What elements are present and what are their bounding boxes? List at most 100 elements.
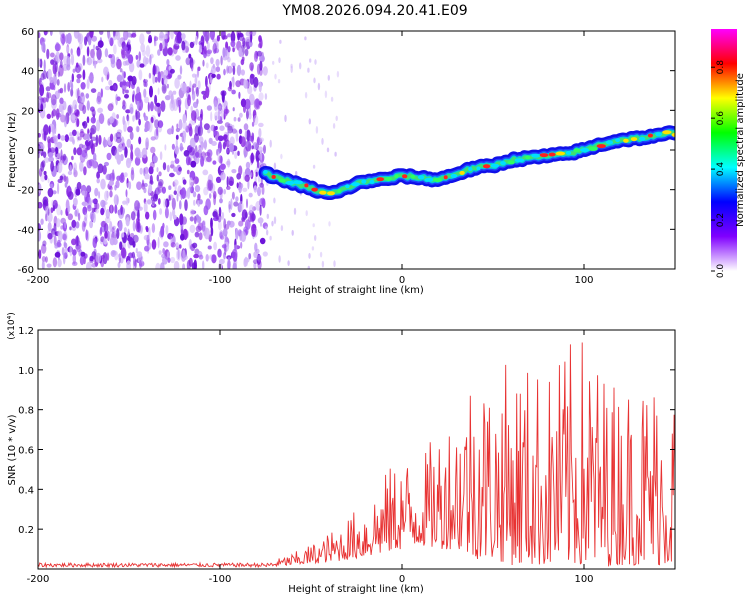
noise-blob [175,97,182,108]
noise-blob [55,146,59,155]
noise-blob [155,262,161,269]
noise-blob [112,31,116,38]
spectrogram-sparse-blobs [264,36,340,269]
noise-blob [173,166,178,172]
noise-blob [44,174,48,181]
noise-blob [91,199,98,204]
noise-blob [73,197,78,207]
noise-blob [217,186,223,195]
noise-blob [49,183,54,189]
noise-blob [255,171,258,177]
noise-blob [165,31,169,40]
noise-blob [92,237,97,249]
snr-y-tick-label: 1.2 [18,326,34,337]
noise-blob [231,124,235,129]
noise-blob [126,114,130,122]
noise-blob [71,114,76,121]
noise-blob [122,200,127,205]
noise-blob [91,251,97,260]
noise-blob [162,39,166,50]
noise-blob [119,68,123,73]
noise-blob [62,252,66,265]
spectrogram-y-tick-label: 20 [21,106,34,117]
noise-blob [63,83,67,93]
noise-blob [46,113,51,120]
faint-blob [315,125,319,134]
noise-blob [80,251,86,257]
noise-blob [161,83,167,94]
snr-y-tick-label: 0.8 [18,406,34,417]
noise-blob [202,169,209,176]
faint-blob [314,59,317,65]
noise-blob [168,127,175,134]
trace-peak [615,138,621,143]
noise-blob [41,260,45,269]
noise-blob [77,136,82,141]
noise-blob [170,164,175,169]
trace-peak [500,161,506,166]
noise-blob [79,255,85,266]
noise-blob [100,207,105,216]
noise-blob [100,88,104,98]
noise-blob [145,137,150,149]
noise-blob [227,65,233,74]
noise-blob [63,242,68,249]
noise-blob [197,193,201,201]
noise-blob [260,149,263,162]
noise-blob [43,157,50,163]
noise-blob [127,39,131,45]
colorbar-tick-label: 0.8 [716,60,726,75]
noise-blob [139,151,144,158]
noise-blob [134,200,140,211]
noise-blob [97,91,102,103]
noise-blob [147,101,150,112]
noise-blob [175,55,181,61]
noise-blob [172,99,179,111]
trace-peak [376,177,385,182]
noise-blob [242,187,248,192]
noise-blob [253,76,259,88]
trace-peak [304,183,309,188]
noise-blob [170,31,174,40]
noise-blob [206,156,212,162]
noise-blob [236,64,242,77]
noise-blob [122,115,125,126]
noise-blob [174,182,177,191]
spectrogram-y-axis: -60 -40 -20 0 20 40 60 [18,27,675,276]
noise-blob [202,59,205,67]
noise-blob [258,81,262,93]
noise-blob [158,171,162,177]
noise-blob [259,55,265,63]
noise-blob [185,57,191,66]
faint-blob [304,91,308,99]
noise-blob [250,152,254,164]
noise-blob [148,72,152,79]
noise-blob [76,130,80,142]
noise-blob [232,262,237,269]
noise-blob [204,152,211,157]
noise-blob [111,226,115,234]
noise-blob [210,217,213,230]
noise-blob [112,36,117,41]
noise-blob [253,251,258,259]
noise-blob [74,209,78,217]
noise-blob [156,174,159,182]
noise-blob [181,33,186,40]
noise-blob [244,219,251,230]
noise-blob [53,74,57,86]
faint-blob [305,210,308,217]
noise-blob [143,88,147,98]
faint-blob [308,118,311,125]
faint-blob [280,153,283,160]
noise-blob [121,49,126,59]
trace-peak [490,163,500,168]
noise-blob [109,190,113,198]
noise-blob [169,211,173,222]
noise-blob [52,199,58,210]
noise-blob [97,40,104,48]
trace-peak [588,146,598,151]
noise-blob [55,108,60,120]
trace-peak [655,132,662,137]
noise-blob [114,204,118,214]
noise-blob [39,84,45,97]
